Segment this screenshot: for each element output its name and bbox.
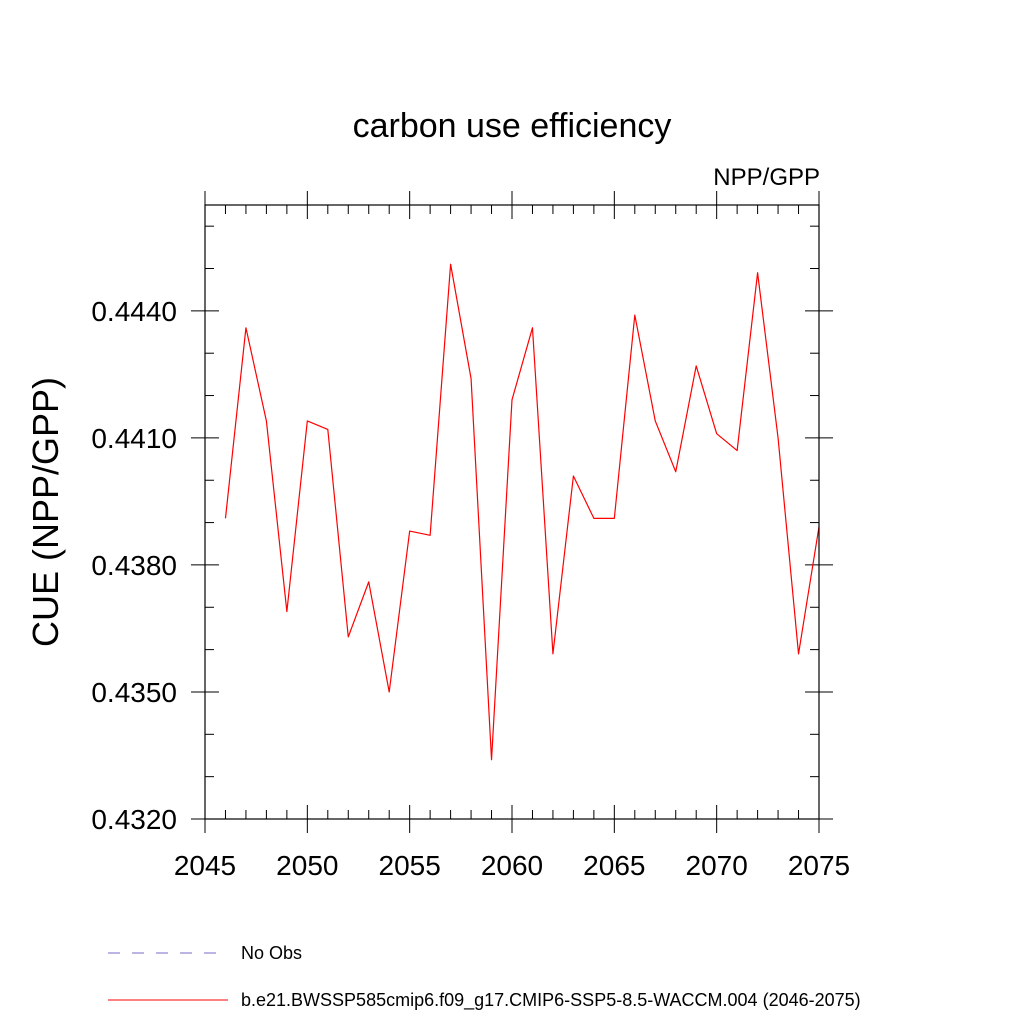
plot-frame: [204, 204, 820, 820]
y-tick-label: 0.4350: [91, 677, 177, 708]
tick-marks: [191, 191, 833, 833]
x-tick-label: 2045: [174, 850, 236, 881]
chart-subtitle: NPP/GPP: [713, 164, 820, 191]
x-tick-label: 2075: [788, 850, 850, 881]
legend-label-no-obs: No Obs: [241, 943, 302, 963]
y-tick-label: 0.4380: [91, 550, 177, 581]
y-axis-label: CUE (NPP/GPP): [25, 377, 66, 647]
chart-title: carbon use efficiency: [353, 107, 672, 145]
x-tick-label: 2055: [379, 850, 441, 881]
x-tick-label: 2065: [583, 850, 645, 881]
x-tick-label: 2050: [276, 850, 338, 881]
y-tick-label: 0.4410: [91, 423, 177, 454]
tick-labels: 0.4320 0.4350 0.4380 0.4410 0.4440 2045 2050 20…: [91, 296, 850, 881]
legend-label-model: b.e21.BWSSP585cmip6.f09_g17.CMIP6-SSP5-8…: [241, 990, 861, 1011]
x-tick-label: 2070: [686, 850, 748, 881]
y-tick-label: 0.4440: [91, 296, 177, 327]
series-layer: [224, 263, 820, 761]
y-tick-label: 0.4320: [91, 804, 177, 835]
x-tick-label: 2060: [481, 850, 543, 881]
series-line-0: [224, 263, 820, 761]
legend: No Obs b.e21.BWSSP585cmip6.f09_g17.CMIP6…: [108, 943, 861, 1011]
